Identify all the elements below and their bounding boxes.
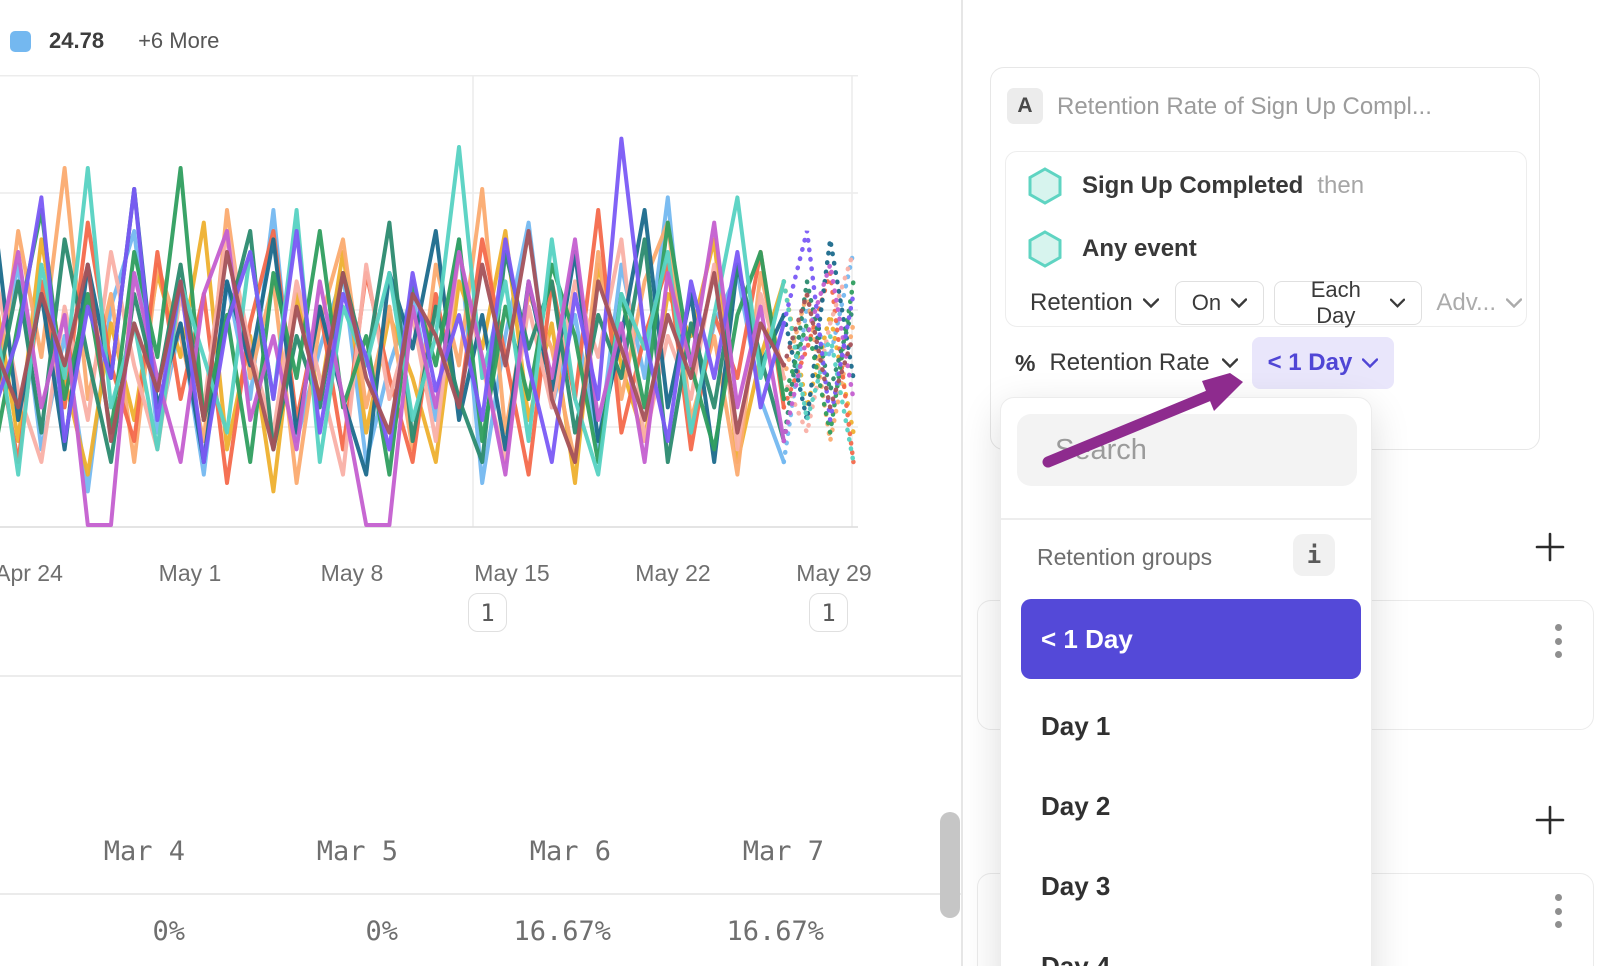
legend-more-button[interactable]: +6 More (138, 28, 220, 53)
retention-type-dropdown[interactable]: Retention (1028, 289, 1165, 317)
metric-dropdown[interactable]: Retention Rate (1049, 349, 1238, 377)
kebab-menu-icon[interactable] (1553, 624, 1563, 658)
series-a-badge: A (1007, 88, 1043, 124)
info-icon[interactable]: i (1293, 534, 1335, 576)
table-value: 16.67% (513, 916, 611, 947)
retention-table-header-row: Mar 4 Mar 5 Mar 6 Mar 7 (0, 836, 854, 867)
event-hexagon-icon (1028, 167, 1062, 205)
chart-line-series-8 (0, 166, 786, 477)
retention-controls-row: Retention On Each Day Adv... (1028, 277, 1526, 328)
event-row-signup[interactable]: Sign Up Completed then (1028, 166, 1364, 206)
x-axis-tick-label: May 8 (320, 560, 384, 586)
option-day-2[interactable]: Day 2 (1041, 790, 1111, 821)
advanced-dropdown[interactable]: Adv... (1432, 289, 1526, 317)
section-divider (0, 675, 961, 677)
chart-legend: 24.78 +6 More (10, 28, 219, 54)
option-lt-1-day[interactable]: < 1 Day (1021, 599, 1361, 679)
x-axis-tick-label: May 1 (158, 560, 222, 586)
event-hexagon-icon (1028, 230, 1062, 268)
add-report-button[interactable] (1534, 531, 1566, 563)
card-title: Retention Rate of Sign Up Compl... (1057, 93, 1432, 120)
table-value: 0% (365, 916, 398, 947)
retention-line-chart[interactable] (0, 75, 858, 528)
table-header: Mar 5 (316, 836, 398, 867)
table-value: 0% (152, 916, 185, 947)
chart-line-dotted-tail (781, 230, 856, 421)
option-day-4[interactable]: Day 4 (1041, 950, 1111, 966)
event-row-any-event[interactable]: Any event (1028, 229, 1197, 269)
retention-group-dropdown[interactable]: < 1 Day (1251, 337, 1395, 389)
option-day-3[interactable]: Day 3 (1041, 870, 1111, 901)
x-axis-tick-label: May 29 (796, 560, 872, 586)
table-header: Mar 7 (742, 836, 824, 867)
group-label: Retention groups (1037, 544, 1213, 570)
interval-dropdown[interactable]: Each Day (1274, 277, 1423, 328)
event-definition-card: Sign Up Completed then Any event Retenti… (1005, 151, 1527, 328)
legend-series-label[interactable]: 24.78 (49, 28, 105, 53)
chevron-down-icon (1221, 358, 1238, 368)
chevron-down-icon (1231, 298, 1248, 308)
event-name[interactable]: Any event (1082, 235, 1197, 262)
retention-groups-dropdown-panel: Retention groups i < 1 Day Day 1 Day 2 D… (1000, 397, 1372, 966)
vertical-scrollbar[interactable] (940, 812, 960, 918)
cohort-count-badge-2[interactable]: 1 (809, 593, 848, 632)
percent-icon: % (1015, 349, 1036, 376)
chart-line-series-11 (0, 136, 786, 464)
add-report-button[interactable] (1534, 804, 1566, 836)
search-input[interactable] (1053, 432, 1371, 468)
table-header: Mar 4 (103, 836, 185, 867)
search-box[interactable] (1017, 414, 1371, 486)
event-name[interactable]: Sign Up Completed (1082, 172, 1304, 199)
x-axis-tick-label: May 22 (635, 560, 711, 586)
metric-row: % Retention Rate < 1 Day (1015, 337, 1395, 389)
table-divider (0, 893, 961, 895)
panel-divider (961, 0, 963, 966)
on-dropdown[interactable]: On (1174, 281, 1265, 325)
group-header-row: Retention groups i (1001, 526, 1371, 590)
chevron-down-icon (1390, 298, 1406, 308)
chevron-down-icon (1506, 298, 1522, 308)
chart-line-dotted-tail (781, 293, 856, 442)
option-day-1[interactable]: Day 1 (1041, 710, 1111, 741)
chart-line-dotted-tail (781, 285, 856, 417)
then-label: then (1317, 172, 1365, 199)
table-header: Mar 6 (529, 836, 611, 867)
chevron-down-icon (1362, 358, 1379, 368)
legend-color-chip (10, 30, 31, 52)
chevron-down-icon (1142, 298, 1159, 308)
retention-table-value-row: 0% 0% 16.67% 16.67% (0, 916, 854, 947)
x-axis-tick-label: Apr 24 (0, 560, 63, 586)
query-builder-card: A Retention Rate of Sign Up Compl... Sig… (990, 67, 1540, 450)
chart-line-dotted-tail (781, 263, 856, 444)
x-axis-tick-label: May 15 (474, 560, 550, 586)
chart-line-series-12 (0, 229, 786, 464)
table-value: 16.67% (726, 916, 824, 947)
kebab-menu-icon[interactable] (1553, 894, 1563, 928)
dropdown-divider (1001, 518, 1371, 520)
cohort-count-badge-1[interactable]: 1 (468, 593, 507, 632)
